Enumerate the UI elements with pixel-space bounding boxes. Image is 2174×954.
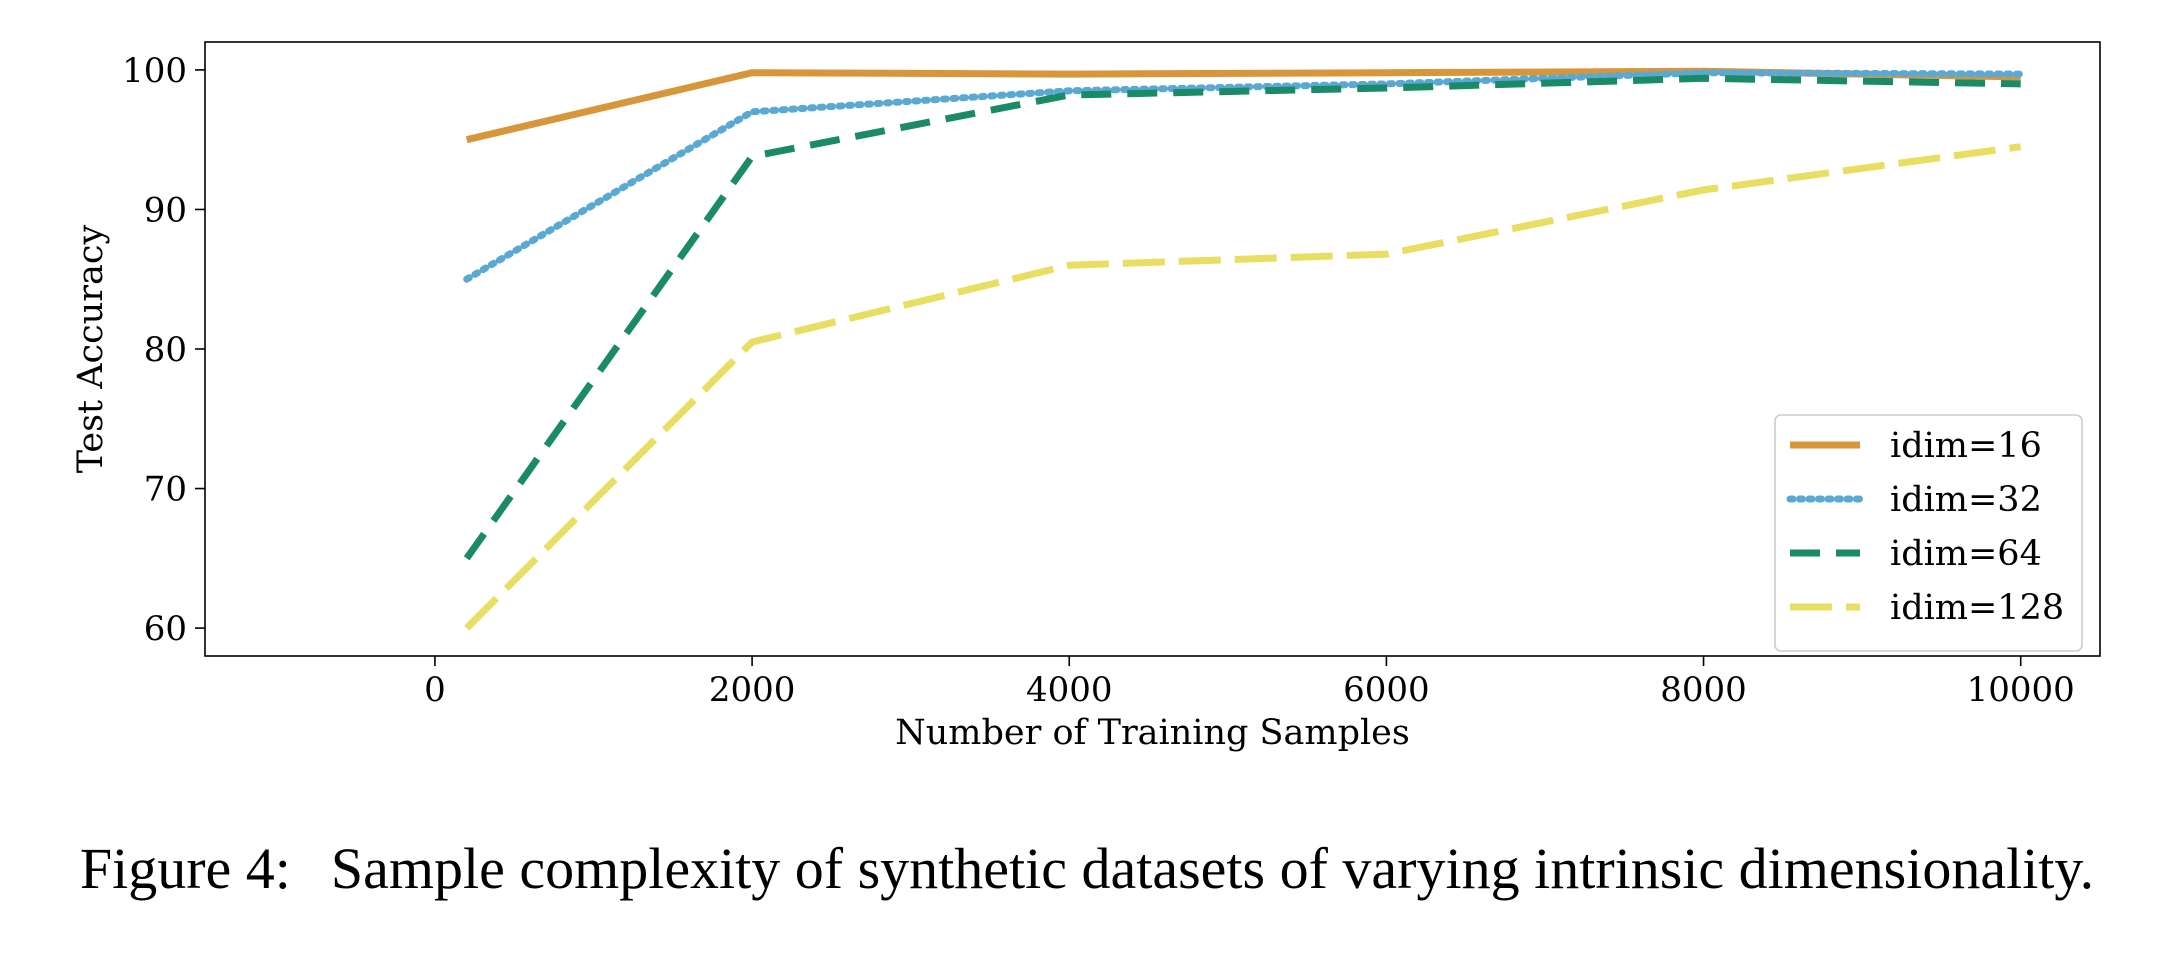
y-tick-label-60: 60	[144, 609, 187, 649]
legend-label-idim-64: idim=64	[1890, 534, 2042, 574]
x-tick-label-2000: 2000	[709, 670, 796, 710]
legend-label-idim-128: idim=128	[1890, 588, 2064, 628]
line-chart: 0 2000 4000 6000 8000 10000 60 70 80 90 100 Number …	[71, 41, 2101, 753]
series-line-idim-128	[464, 143, 2022, 631]
y-axis-label: Test Accuracy	[71, 225, 111, 474]
legend-box	[1774, 414, 2083, 652]
y-tick-label-90: 90	[144, 190, 187, 230]
y-tick-label-70: 70	[144, 470, 187, 510]
x-axis-label: Number of Training Samples	[895, 713, 1410, 753]
legend-label-idim-32: idim=32	[1890, 480, 2042, 520]
series-line-idim-32	[463, 69, 2025, 283]
figure-caption: Figure 4: Sample complexity of synthetic …	[0, 835, 2174, 902]
legend-label-idim-16: idim=16	[1890, 426, 2042, 466]
caption-label: Figure 4:	[79, 836, 291, 901]
series-group	[463, 67, 2025, 631]
legend: idim=16 idim=32 idim=64 idim=128	[1774, 414, 2083, 652]
caption-text: Sample complexity of synthetic datasets …	[330, 836, 2095, 901]
series-line-idim-64	[463, 74, 2021, 561]
x-tick-label-8000: 8000	[1660, 670, 1747, 710]
x-tick-label-0: 0	[424, 670, 446, 710]
y-tick-label-100: 100	[122, 51, 187, 91]
x-tick-label-10000: 10000	[1967, 670, 2075, 710]
axes-group: 0 2000 4000 6000 8000 10000 60 70 80 90 100 Number …	[71, 41, 2101, 753]
y-tick-label-80: 80	[144, 330, 187, 370]
x-tick-label-6000: 6000	[1343, 670, 1430, 710]
x-tick-label-4000: 4000	[1026, 670, 1113, 710]
